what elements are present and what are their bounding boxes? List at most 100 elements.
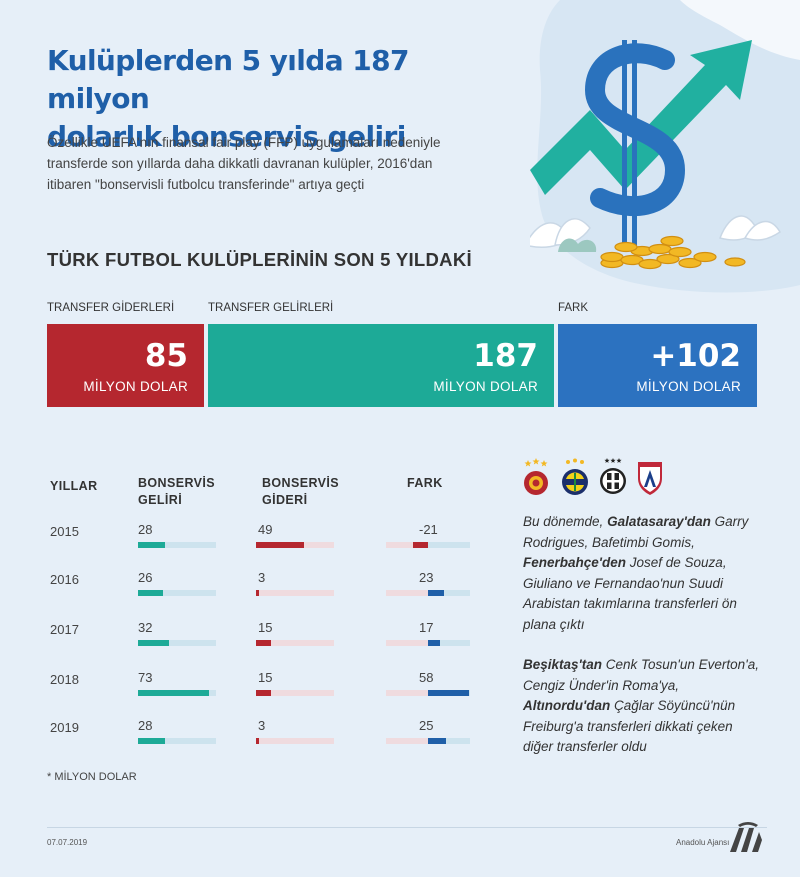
diff-label: FARK (558, 302, 589, 314)
note-text: Çağlar Söyüncü'nün (610, 698, 736, 713)
altinordu-logo (638, 462, 662, 495)
expense-bar-track (256, 690, 334, 696)
coin-pile-icon (600, 235, 746, 270)
header-line: BONSERVİS (138, 476, 216, 490)
income-bar (138, 590, 164, 596)
income-column-header: BONSERVİS GELİRİ (138, 475, 215, 509)
small-bush-icon (558, 238, 597, 252)
diff-column-header: FARK (407, 476, 443, 490)
income-bar (138, 640, 170, 646)
expense-bar-track (256, 590, 334, 596)
diff-value-label: 25 (419, 718, 434, 733)
expense-bar (256, 640, 271, 646)
white-cloud-shape (680, 0, 800, 60)
note-text: Garry (710, 514, 749, 529)
year-label: 2018 (50, 672, 79, 687)
title-line: dolarlık bonservis geliri (47, 120, 406, 153)
income-value-label: 28 (138, 718, 153, 733)
expense-value-label: 49 (258, 522, 273, 537)
note-line: diğer transferler oldu (523, 739, 647, 754)
income-total-card: 187 MİLYON DOLAR (208, 324, 554, 407)
header-line: GİDERİ (262, 493, 308, 507)
dollar-growth-illustration (530, 0, 800, 293)
expense-bar-track (256, 640, 334, 646)
year-label: 2019 (50, 720, 79, 735)
note-text: Josef de Souza, (626, 555, 727, 570)
diff-value-label: 23 (419, 570, 434, 585)
note-text: Cenk Tosun'un Everton'a, (602, 657, 760, 672)
note-line: Altınordu'dan Çağlar Söyüncü'nün (523, 696, 783, 717)
expense-value-label: 3 (258, 718, 266, 733)
diff-total-unit: MİLYON DOLAR (636, 379, 741, 394)
unit-footnote: * MİLYON DOLAR (47, 771, 137, 783)
header-line: BONSERVİS (262, 476, 340, 490)
expenses-total-unit: MİLYON DOLAR (83, 379, 188, 394)
expense-bar-track (256, 542, 334, 548)
income-total-unit: MİLYON DOLAR (433, 379, 538, 394)
income-value-label: 26 (138, 570, 153, 585)
expense-bar (256, 738, 259, 744)
header-line: GELİRİ (138, 493, 183, 507)
besiktas-logo (600, 458, 626, 494)
dollar-sign-icon (584, 40, 686, 250)
income-bar-track (138, 640, 216, 646)
club-name: Galatasaray'dan (607, 514, 711, 529)
title-line: Kulüplerden 5 yılda 187 milyon (47, 44, 409, 115)
intro-line: Özellikle UEFA'nın finansal fair play (F… (47, 135, 441, 150)
expense-column-header: BONSERVİS GİDERİ (262, 475, 339, 509)
expense-value-label: 15 (258, 620, 273, 635)
diff-bar (413, 542, 428, 548)
note-line: Fenerbahçe'den Josef de Souza, (523, 553, 783, 574)
expense-value-label: 15 (258, 670, 273, 685)
galatasaray-logo (524, 458, 548, 495)
income-value-label: 73 (138, 670, 153, 685)
transfer-notes: Bu dönemde, Galatasaray'dan Garry Rodrig… (523, 512, 783, 758)
diff-bar (428, 640, 440, 646)
expense-bar (256, 542, 304, 548)
income-bar-track (138, 690, 216, 696)
note-text: Bu dönemde, (523, 514, 608, 529)
note-spacer (523, 635, 783, 655)
club-name: Beşiktaş'tan (523, 657, 602, 672)
intro-line: itibaren "bonservisli futbolcu transferi… (47, 177, 365, 192)
diff-bar-track (386, 542, 470, 548)
income-bar (138, 738, 166, 744)
income-bar-track (138, 590, 216, 596)
section-title: TÜRK FUTBOL KULÜPLERİNİN SON 5 YILDAKİ (47, 249, 472, 270)
anadolu-agency-logo (730, 822, 762, 852)
expense-bar (256, 690, 271, 696)
expense-bar-track (256, 738, 334, 744)
note-line: Giuliano ve Fernandao'nun Suudi (523, 575, 723, 591)
intro-line: transferde son yıllarda daha dikkatli da… (47, 156, 433, 171)
income-label: TRANSFER GELİRLERİ (208, 302, 334, 314)
expense-value-label: 3 (258, 570, 266, 585)
note-line: Cengiz Ünder'in Roma'ya, (523, 677, 679, 693)
note-line: Bu dönemde, Galatasaray'dan Garry (523, 512, 783, 533)
diff-total-card: +102 MİLYON DOLAR (558, 324, 757, 407)
agency-name: Anadolu Ajansı (676, 838, 730, 847)
fenerbahce-logo (562, 458, 588, 495)
diff-bar (428, 738, 446, 744)
diff-value-label: 58 (419, 670, 434, 685)
page-title: Kulüplerden 5 yılda 187 milyon dolarlık … (47, 42, 517, 156)
income-bar-track (138, 542, 216, 548)
diff-bar-track (386, 738, 470, 744)
diff-bar-track (386, 640, 470, 646)
income-value-label: 28 (138, 522, 153, 537)
diff-value-label: -21 (419, 522, 438, 537)
expenses-total-card: 85 MİLYON DOLAR (47, 324, 204, 407)
footer-divider (47, 827, 767, 828)
publish-date: 07.07.2019 (47, 838, 88, 847)
diff-bar (428, 690, 469, 696)
income-bar-track (138, 738, 216, 744)
income-bar (138, 690, 210, 696)
club-name: Fenerbahçe'den (523, 555, 626, 570)
year-label: 2017 (50, 622, 79, 637)
note-line: Rodrigues, Bafetimbi Gomis, (523, 534, 695, 550)
expenses-total-value: 85 (144, 338, 188, 374)
note-line: Freiburg'a transferleri dikkati çeken (523, 718, 733, 734)
growth-arrow-icon (530, 40, 752, 195)
note-line: Beşiktaş'tan Cenk Tosun'un Everton'a, (523, 655, 783, 676)
year-label: 2015 (50, 524, 79, 539)
expense-bar (256, 590, 259, 596)
